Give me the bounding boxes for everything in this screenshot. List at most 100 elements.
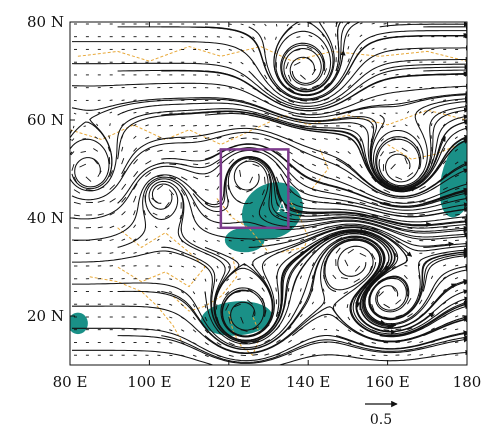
wind-vector bbox=[347, 201, 354, 204]
wind-vector bbox=[228, 87, 233, 89]
wind-vector bbox=[133, 135, 137, 139]
wind-vector bbox=[320, 45, 325, 50]
wind-vector bbox=[216, 227, 220, 229]
streamline bbox=[291, 158, 467, 204]
wind-vector bbox=[300, 226, 305, 229]
wind-vector bbox=[133, 171, 139, 178]
wind-vector bbox=[239, 169, 242, 177]
wind-vector bbox=[383, 86, 387, 89]
wind-vector bbox=[287, 312, 291, 318]
wind-vector bbox=[107, 146, 111, 152]
streamline bbox=[280, 22, 335, 93]
wind-vector bbox=[407, 240, 412, 243]
wind-vector bbox=[430, 275, 434, 279]
streamline bbox=[121, 127, 467, 197]
wind-vector bbox=[299, 314, 303, 318]
wind-vector bbox=[395, 328, 402, 331]
streamline bbox=[369, 247, 467, 319]
wind-vector bbox=[192, 202, 196, 207]
wind-vector bbox=[431, 354, 435, 356]
streamline bbox=[335, 22, 342, 28]
wind-vector bbox=[264, 353, 270, 356]
wind-vector bbox=[93, 148, 99, 152]
wind-vector bbox=[404, 265, 408, 267]
wind-vector bbox=[359, 252, 367, 257]
wind-vector bbox=[347, 58, 350, 63]
wind-vector bbox=[73, 201, 81, 205]
wind-vector bbox=[299, 301, 303, 305]
wind-vector bbox=[94, 136, 99, 139]
wind-vector bbox=[359, 46, 363, 50]
wind-vector bbox=[157, 316, 161, 318]
wind-vector bbox=[311, 301, 314, 305]
streamline bbox=[368, 251, 467, 321]
wind-vector bbox=[237, 278, 241, 280]
wind-vector bbox=[228, 252, 232, 255]
wind-vector bbox=[347, 189, 353, 192]
wind-vector bbox=[264, 62, 267, 67]
wind-vector bbox=[276, 125, 282, 128]
wind-vector bbox=[443, 341, 447, 343]
wind-vector bbox=[404, 124, 408, 127]
wind-vector bbox=[454, 289, 459, 292]
wind-vector bbox=[335, 316, 339, 320]
y-axis-labels: 80 N 60 N 40 N 20 N bbox=[27, 13, 64, 325]
streamline bbox=[423, 317, 467, 337]
wind-vector bbox=[388, 150, 396, 154]
wind-vector bbox=[287, 287, 290, 292]
wind-vector bbox=[164, 202, 170, 209]
wind-vector bbox=[442, 147, 446, 152]
wind-vector bbox=[403, 274, 408, 280]
wind-vector bbox=[288, 251, 292, 254]
wind-vector bbox=[145, 238, 148, 241]
coastline-segment bbox=[172, 257, 238, 312]
wind-vector bbox=[311, 238, 317, 241]
wind-vector bbox=[418, 275, 420, 279]
wind-vector bbox=[264, 176, 266, 184]
region-box-a bbox=[219, 148, 290, 230]
wind-vector bbox=[347, 248, 354, 254]
wind-vector bbox=[454, 328, 459, 331]
wind-vector bbox=[407, 327, 413, 331]
wind-vector bbox=[180, 291, 184, 294]
streamline bbox=[379, 304, 467, 338]
wind-vector bbox=[454, 161, 459, 165]
wind-vector bbox=[288, 138, 293, 141]
wind-vector bbox=[133, 210, 136, 216]
streamline bbox=[275, 22, 350, 96]
wind-vector bbox=[371, 22, 375, 25]
wind-vector bbox=[300, 340, 304, 343]
streamline bbox=[418, 249, 467, 297]
wind-vector bbox=[383, 189, 391, 194]
wind-vector bbox=[133, 123, 137, 127]
wind-vector bbox=[300, 87, 308, 90]
streamline bbox=[356, 247, 467, 332]
wind-vector bbox=[371, 176, 377, 183]
wind-vector bbox=[383, 303, 390, 309]
wind-vector bbox=[323, 163, 328, 166]
wind-vector bbox=[312, 328, 316, 331]
wind-vector bbox=[443, 99, 447, 101]
wind-vector bbox=[249, 176, 254, 184]
wind-vector bbox=[347, 46, 350, 50]
wind-vector bbox=[275, 23, 278, 27]
wind-vector bbox=[121, 158, 125, 165]
wind-vector bbox=[419, 340, 424, 343]
wind-vector bbox=[383, 201, 391, 205]
wind-vector bbox=[285, 62, 289, 69]
wind-vector bbox=[371, 253, 376, 260]
wind-vector bbox=[252, 36, 256, 40]
wind-vector bbox=[359, 125, 363, 128]
wind-vector bbox=[454, 174, 460, 178]
wind-vector bbox=[145, 172, 152, 178]
wind-vector bbox=[442, 123, 446, 127]
wind-vector bbox=[249, 276, 253, 280]
wind-vector bbox=[371, 85, 375, 89]
x-tick-label: 160 E bbox=[365, 373, 409, 391]
wind-vector bbox=[192, 265, 196, 268]
streamline bbox=[72, 235, 386, 349]
wind-vector bbox=[392, 125, 396, 127]
streamline bbox=[379, 61, 467, 72]
wind-vector bbox=[288, 339, 292, 343]
wind-vector bbox=[312, 189, 317, 192]
